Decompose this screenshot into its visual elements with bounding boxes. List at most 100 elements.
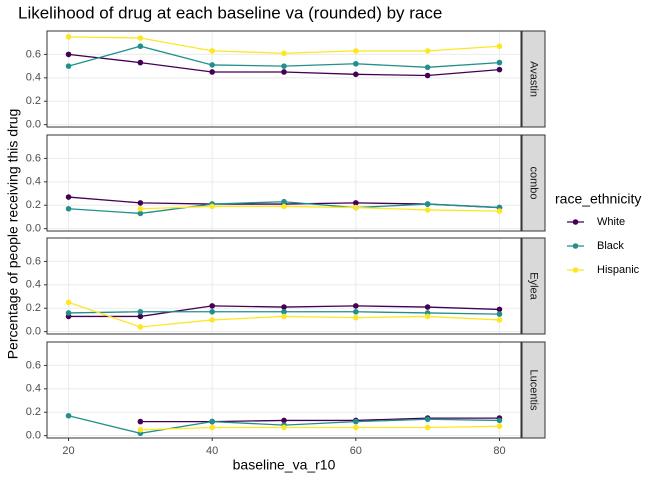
data-point [496, 306, 503, 313]
series-line [140, 205, 500, 212]
data-point [137, 308, 144, 315]
data-point [353, 204, 359, 211]
panel-border [46, 30, 522, 128]
y-tick-label: 0.6 [26, 255, 41, 267]
data-point [424, 424, 431, 431]
data-point [281, 424, 287, 431]
data-point [209, 317, 215, 323]
data-point [424, 304, 431, 310]
y-tick-label: 0.6 [26, 152, 41, 164]
series-line [140, 425, 500, 431]
data-point [137, 324, 144, 330]
y-tick-label: 0.2 [26, 406, 41, 418]
data-point [65, 299, 72, 306]
data-point [281, 308, 287, 315]
data-point [209, 418, 215, 425]
data-point [137, 35, 144, 41]
data-point [65, 310, 72, 316]
data-point [353, 303, 359, 309]
data-point [353, 48, 359, 54]
data-point [281, 69, 287, 75]
strip [521, 30, 546, 128]
y-tick-label: 0.0 [26, 326, 41, 338]
y-tick-label: 0.6 [26, 359, 41, 371]
data-point [424, 64, 431, 71]
y-axis-label: Percentage of people receiving this drug [5, 109, 21, 360]
x-axis-label: baseline_va_r10 [233, 457, 336, 473]
series-line [140, 417, 500, 423]
data-point [137, 59, 144, 66]
data-point [353, 424, 359, 431]
data-point [496, 43, 503, 50]
legend-label: Hispanic [597, 264, 640, 276]
panel-background [47, 31, 521, 127]
legend-label: White [597, 216, 625, 228]
data-point [209, 203, 215, 210]
x-tick-label: 80 [493, 445, 505, 457]
data-point [353, 71, 359, 78]
panel-border [46, 134, 522, 232]
data-point [353, 308, 359, 315]
data-point [65, 34, 72, 40]
data-point [353, 418, 359, 425]
panel-border [46, 237, 522, 335]
strip [521, 237, 546, 335]
data-point [281, 304, 287, 310]
legend-title: race_ethnicity [555, 191, 641, 207]
y-tick-label: 0.0 [26, 119, 41, 131]
data-point [281, 417, 287, 424]
data-point [209, 303, 215, 309]
y-tick-label: 0.2 [26, 302, 41, 314]
data-point [353, 200, 359, 206]
panel-background [47, 135, 521, 231]
data-point [424, 313, 431, 320]
strip [521, 341, 546, 439]
y-tick-label: 0.4 [26, 176, 41, 188]
data-point [137, 313, 144, 320]
data-point [209, 424, 215, 431]
strip-label: Avastin [528, 61, 540, 97]
x-tick-label: 20 [62, 445, 74, 457]
data-point [137, 427, 144, 433]
data-point [209, 69, 215, 75]
data-point [137, 43, 144, 50]
data-point [496, 423, 503, 430]
data-point [65, 51, 72, 58]
data-point [65, 63, 72, 69]
data-point [209, 308, 215, 315]
data-point [281, 313, 287, 320]
data-point [496, 66, 503, 73]
data-point [424, 48, 431, 54]
data-point [281, 203, 287, 210]
y-tick-label: 0.2 [26, 95, 41, 107]
data-point [424, 72, 431, 79]
data-point [496, 59, 503, 66]
data-point [137, 200, 144, 206]
data-point [496, 317, 503, 323]
y-tick-label: 0.0 [26, 430, 41, 442]
y-tick-label: 0.0 [26, 223, 41, 235]
data-point [496, 311, 503, 317]
strip [521, 134, 546, 232]
data-point [137, 418, 144, 425]
y-tick-label: 0.6 [26, 48, 41, 60]
data-point [424, 207, 431, 213]
data-point [137, 205, 144, 212]
data-point [353, 314, 359, 321]
legend-point [572, 243, 579, 249]
data-point [209, 62, 215, 68]
x-tick-label: 40 [206, 445, 218, 457]
data-point [281, 63, 287, 69]
legend-point [572, 219, 579, 225]
data-point [65, 205, 72, 212]
data-point [496, 417, 503, 424]
data-point [281, 198, 287, 205]
y-tick-label: 0.4 [26, 72, 41, 84]
data-point [424, 416, 431, 423]
x-tick-label: 60 [350, 445, 362, 457]
data-point [65, 194, 72, 200]
data-point [281, 50, 287, 57]
legend-point [572, 267, 579, 273]
strip-label: Eylea [528, 272, 540, 300]
